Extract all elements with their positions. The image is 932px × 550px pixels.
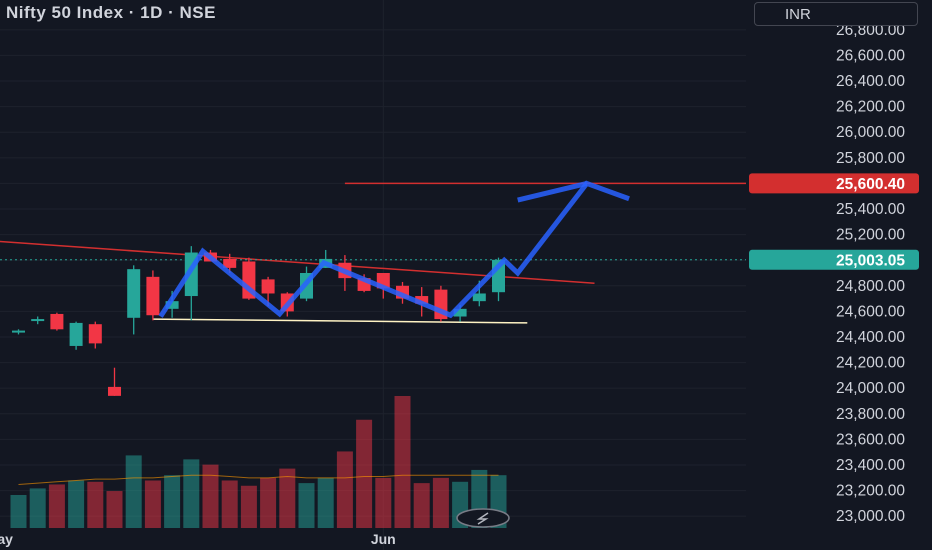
price-tick-label: 25,200.00 [836, 227, 905, 244]
volume-bar [125, 455, 142, 528]
volume-bar [164, 475, 181, 528]
candle-body [127, 269, 141, 318]
price-tick-label: 24,200.00 [836, 355, 905, 372]
time-tick-label: May [0, 531, 13, 547]
candle-body [223, 258, 237, 268]
price-label-badge [749, 249, 919, 270]
price-tick-label: 23,000.00 [836, 508, 905, 525]
support-line [152, 318, 528, 324]
candle-body [50, 313, 64, 330]
price-tick-label: 26,600.00 [836, 47, 905, 64]
price-tick-label: 24,000.00 [836, 380, 905, 397]
replay-button[interactable] [456, 508, 510, 528]
projection-path [158, 180, 630, 319]
chart-title: Nifty 50 Index · 1D · NSE [6, 3, 216, 22]
volume-bar [221, 480, 238, 528]
candle-body [88, 324, 102, 344]
volume-bar [375, 477, 392, 528]
volume-bar [413, 483, 430, 528]
volume-bar [106, 491, 123, 528]
price-label-text: 25,600.40 [836, 176, 905, 193]
volume-bar [144, 480, 161, 528]
volume-bar [356, 419, 373, 528]
volume-bar [48, 484, 65, 528]
price-tick-label: 24,600.00 [836, 303, 905, 320]
volume-bar [317, 477, 334, 528]
price-axis[interactable]: 23,000.00 23,200.00 23,400.00 23,600.00 23,8… [746, 0, 932, 550]
time-tick-label: Jun [371, 531, 396, 547]
candle-body [31, 319, 45, 322]
price-tick-label: 23,200.00 [836, 483, 905, 500]
chart-grid [0, 0, 746, 550]
volume-ma-line [18, 474, 499, 485]
candle-body [415, 296, 429, 304]
candle-body [453, 308, 467, 317]
volume-bar [260, 477, 277, 528]
replay-button-shape [456, 508, 510, 528]
volume-bar [298, 483, 315, 528]
volume-bar [202, 464, 219, 528]
price-tick-label: 23,600.00 [836, 431, 905, 448]
price-tick-label: 24,400.00 [836, 329, 905, 346]
price-label-text: 25,003.05 [836, 252, 905, 269]
candle-body [472, 293, 486, 302]
price-tick-label: 23,400.00 [836, 457, 905, 474]
price-tick-label: 26,200.00 [836, 99, 905, 116]
volume-bar [183, 459, 200, 528]
volume-bar [68, 480, 85, 528]
price-tick-label: 26,800.00 [836, 22, 905, 39]
time-axis[interactable]: May Jun [0, 531, 396, 547]
price-tick-label: 26,400.00 [836, 73, 905, 90]
lightning-icon [476, 512, 489, 525]
volume-bar [10, 495, 27, 528]
price-tick-label: 26,000.00 [836, 124, 905, 141]
price-tick-label: 25,400.00 [836, 201, 905, 218]
descending-trendline [0, 240, 595, 284]
price-tick-label: 24,800.00 [836, 278, 905, 295]
currency-selector[interactable]: INR [754, 2, 918, 26]
price-axis-background [746, 0, 932, 550]
candle-body [146, 276, 160, 316]
volume-bar [240, 485, 257, 528]
volume-bars [10, 396, 507, 528]
volume-bar [29, 488, 46, 528]
candle-body [12, 330, 25, 333]
candle-body [108, 386, 121, 396]
candlesticks [12, 246, 505, 396]
volume-bar [394, 396, 411, 528]
volume-bar [336, 451, 353, 528]
price-label-badge [749, 173, 919, 194]
price-tick-label: 23,800.00 [836, 406, 905, 423]
candle-body [261, 279, 275, 294]
price-tick-label: 25,800.00 [836, 150, 905, 167]
volume-bar [279, 468, 296, 528]
trend-lines[interactable] [0, 182, 746, 324]
volume-bar [432, 477, 449, 528]
candle-body [165, 301, 179, 309]
projection-arrow-left [517, 180, 588, 203]
volume-bar [87, 481, 104, 528]
candle-body [69, 322, 83, 346]
projection-drawing[interactable] [158, 180, 630, 319]
